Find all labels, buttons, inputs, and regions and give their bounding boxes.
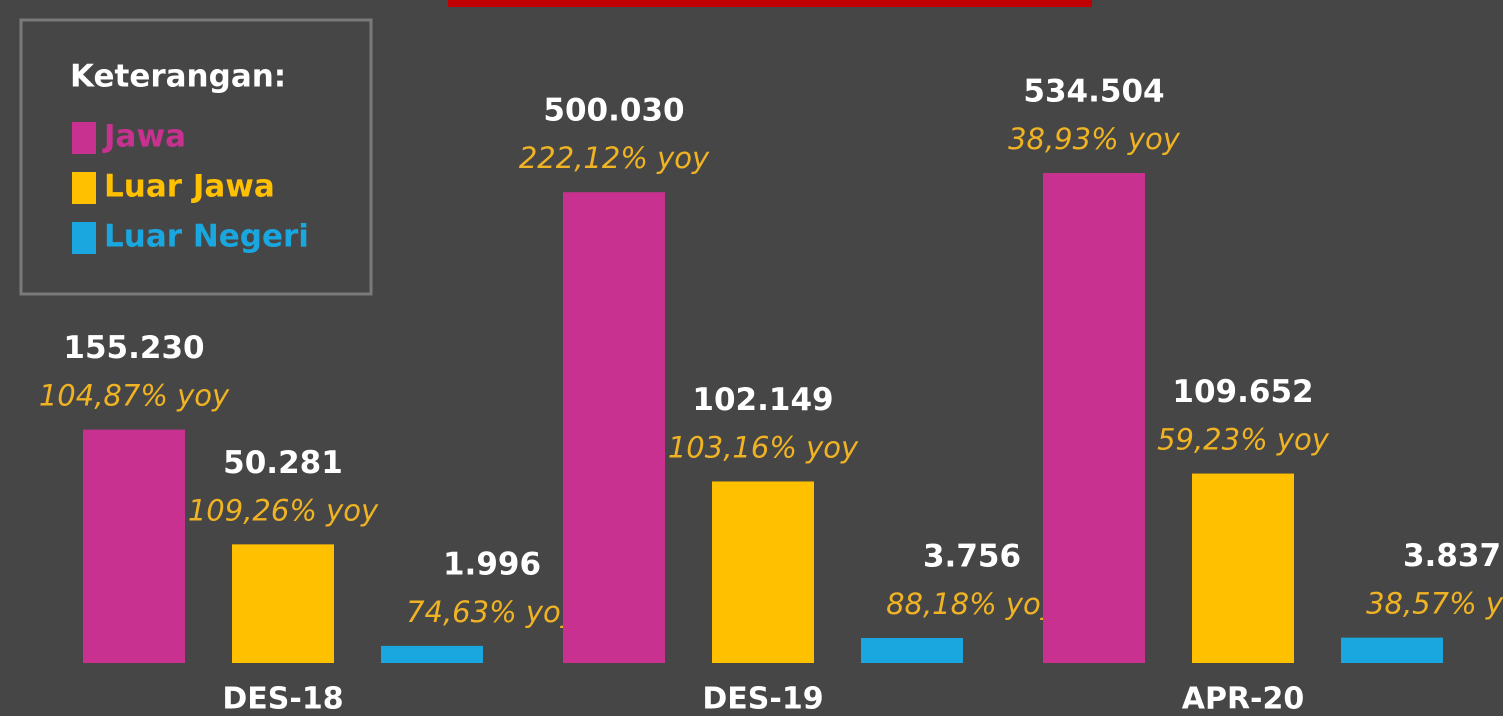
- bar: [1043, 173, 1145, 663]
- x-tick-label: DES-18: [222, 682, 343, 716]
- legend-swatch: [72, 222, 96, 254]
- value-label: 155.230: [63, 330, 204, 366]
- legend-label: Luar Jawa: [104, 169, 275, 205]
- legend-swatch: [72, 172, 96, 204]
- growth-label: 109,26% yoy: [188, 493, 379, 527]
- growth-label: 74,63% yoy: [406, 595, 579, 629]
- value-label: 3.837: [1403, 538, 1501, 574]
- growth-label: 59,23% yoy: [1157, 423, 1330, 457]
- legend-label: Luar Negeri: [104, 219, 309, 255]
- bar: [381, 645, 483, 663]
- growth-label: 88,18% yoy: [886, 587, 1059, 621]
- legend-title: Keterangan:: [70, 59, 286, 95]
- legend-box: [19, 18, 373, 296]
- value-label: 534.504: [1023, 74, 1164, 110]
- x-tick-label: DES-19: [702, 682, 823, 716]
- bar: [712, 481, 814, 663]
- value-label: 109.652: [1172, 374, 1313, 410]
- bar: [83, 429, 185, 663]
- legend-swatch: [72, 122, 96, 154]
- bar: [232, 544, 334, 663]
- growth-label: 38,57% yoy: [1366, 587, 1503, 621]
- growth-label: 103,16% yoy: [668, 430, 859, 464]
- bar: [1192, 473, 1294, 663]
- value-label: 500.030: [543, 93, 684, 129]
- value-label: 1.996: [443, 546, 541, 582]
- legend-label: Jawa: [102, 119, 186, 155]
- growth-label: 222,12% yoy: [519, 141, 710, 175]
- title-bar: [448, 0, 1092, 7]
- value-label: 50.281: [223, 445, 343, 481]
- bar: [1341, 637, 1443, 663]
- bar: [563, 192, 665, 664]
- x-tick-label: APR-20: [1182, 682, 1305, 716]
- growth-label: 38,93% yoy: [1008, 122, 1181, 156]
- bar: [861, 637, 963, 663]
- growth-label: 104,87% yoy: [39, 379, 230, 413]
- value-label: 102.149: [692, 382, 833, 418]
- value-label: 3.756: [923, 538, 1021, 574]
